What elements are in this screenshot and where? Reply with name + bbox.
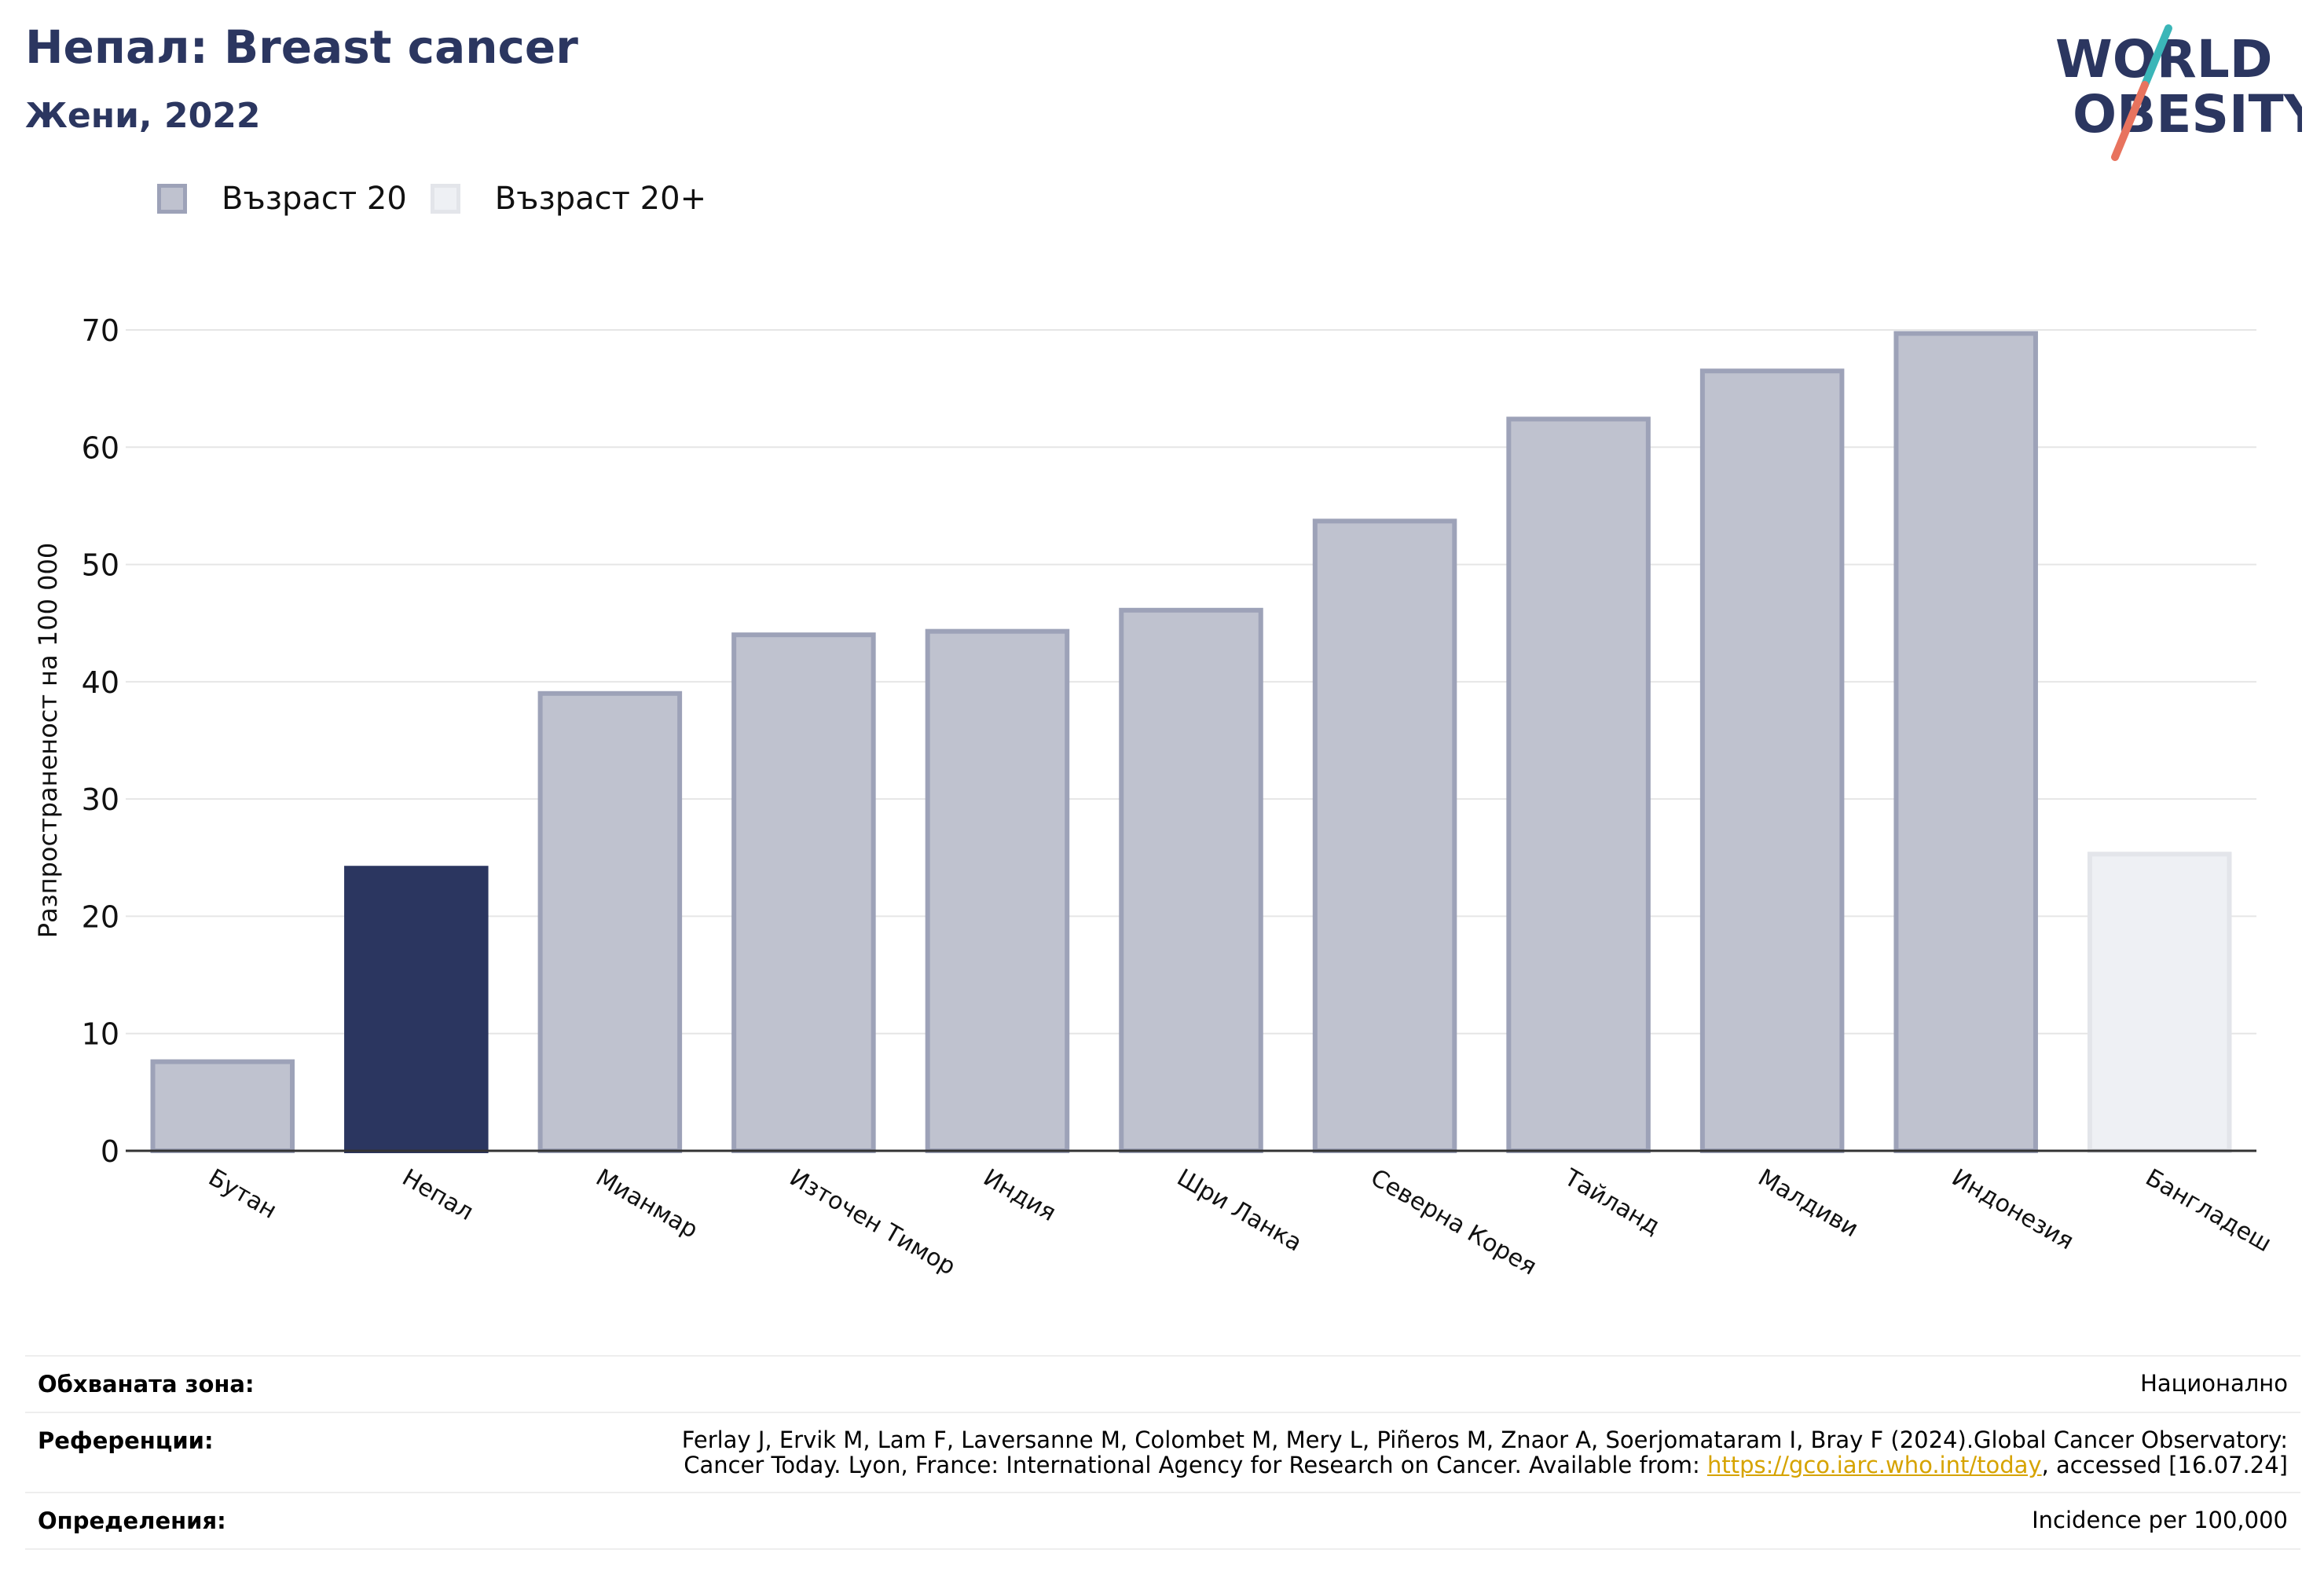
bar-10[interactable] — [2087, 852, 2232, 1153]
x-tick-label: Тайланд — [1559, 1163, 1665, 1240]
coverage-label: Обхваната зона: — [38, 1371, 255, 1397]
definitions-value: Incidence per 100,000 — [2032, 1507, 2288, 1533]
world-obesity-logo: WORLD OBESITY — [2055, 24, 2302, 161]
legend-item-age20[interactable]: Възраст 20 — [157, 181, 407, 217]
x-tick-label: Индия — [978, 1164, 1060, 1227]
x-tick-label: Мианмар — [591, 1164, 702, 1244]
x-tick-label: Шри Ланка — [1172, 1164, 1307, 1258]
legend-swatch-age20 — [157, 184, 187, 214]
page-title: Непал: Breast cancer — [25, 20, 578, 74]
references-line2-pre: Cancer Today. Lyon, France: Internationa… — [684, 1452, 1707, 1478]
legend-label-age20: Възраст 20 — [222, 181, 407, 217]
references-line1: Ferlay J, Ervik M, Lam F, Laversanne M, … — [681, 1427, 2288, 1453]
x-tick-label: Бангладеш — [2141, 1164, 2276, 1258]
y-tick-label: 40 — [82, 665, 119, 700]
coverage-value: Национално — [2140, 1370, 2288, 1397]
logo-slash-teal — [2141, 24, 2172, 89]
y-tick-label: 30 — [82, 782, 119, 817]
bar-5[interactable] — [1119, 607, 1263, 1153]
x-tick-label: Малдиви — [1754, 1164, 1863, 1244]
legend-label-age20plus: Възраст 20+ — [494, 181, 707, 217]
x-tick-label: Северна Корея — [1366, 1164, 1541, 1281]
references-link[interactable]: https://gco.iarc.who.int/today — [1706, 1452, 2042, 1478]
references-value: Ferlay J, Ervik M, Lam F, Laversanne M, … — [682, 1427, 2288, 1478]
y-tick-label: 60 — [82, 430, 119, 465]
x-tick-label: Индонезия — [1947, 1164, 2078, 1256]
logo-slash-coral — [2111, 81, 2149, 161]
x-tick-label: Бутан — [203, 1164, 281, 1225]
bar-9[interactable] — [1893, 331, 2038, 1154]
y-tick-label: 20 — [82, 899, 119, 934]
chart-legend: Възраст 20 Възраст 20+ — [157, 181, 730, 217]
y-tick-label: 0 — [101, 1134, 119, 1169]
y-tick-label: 10 — [82, 1017, 119, 1052]
references-label: Референции: — [38, 1427, 214, 1454]
bar-3[interactable] — [731, 632, 876, 1153]
page-subtitle: Жени, 2022 — [25, 96, 261, 136]
legend-swatch-age20plus — [430, 184, 460, 214]
bar-7[interactable] — [1506, 416, 1651, 1153]
bar-chart: 0 10 20 30 40 50 60 70 Разпространеност на 100 0… — [33, 313, 2276, 1281]
references-line2-post: , accessed [16.07.24] — [2041, 1452, 2288, 1478]
footer-row-coverage: Обхваната зона: Национално — [25, 1355, 2300, 1412]
chart-footer: Обхваната зона: Национално Референции: F… — [25, 1355, 2300, 1550]
bar-2[interactable] — [537, 690, 683, 1153]
y-tick-label: 70 — [82, 313, 119, 348]
bar-8[interactable] — [1699, 368, 1845, 1153]
y-tick-label: 50 — [82, 548, 119, 583]
logo-line2: OBESITY — [2073, 84, 2302, 145]
y-axis-title: Разпространеност на 100 000 — [33, 543, 63, 938]
bar-0[interactable] — [150, 1059, 295, 1153]
x-tick-label: Непал — [398, 1164, 478, 1226]
x-tick-label: Източен Тимор — [785, 1164, 960, 1281]
bar-1[interactable] — [344, 866, 489, 1153]
bar-6[interactable] — [1312, 518, 1457, 1154]
legend-item-age20plus[interactable]: Възраст 20+ — [430, 181, 707, 217]
footer-row-references: Референции: Ferlay J, Ervik M, Lam F, La… — [25, 1412, 2300, 1492]
definitions-label: Определения: — [38, 1507, 226, 1534]
bar-4[interactable] — [925, 628, 1070, 1153]
footer-row-definitions: Определения: Incidence per 100,000 — [25, 1492, 2300, 1550]
